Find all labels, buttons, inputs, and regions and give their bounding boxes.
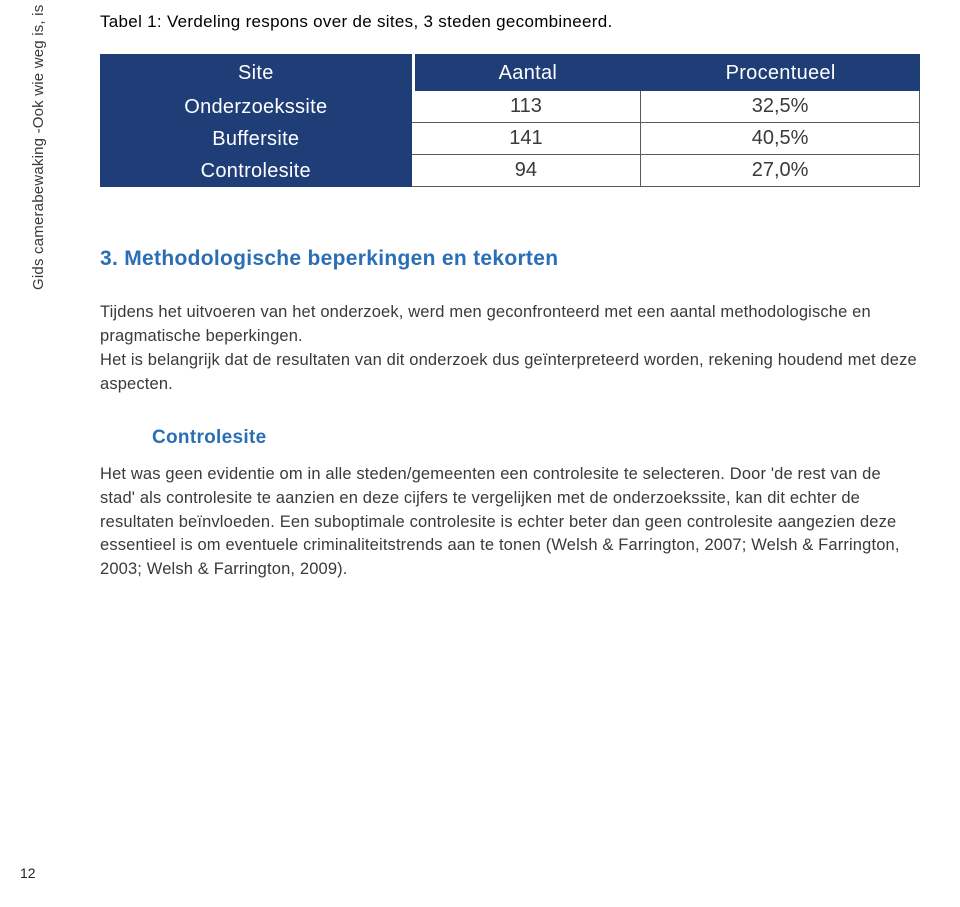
cell-aantal: 113 [412,91,642,123]
cell-site: Onderzoekssite [100,91,412,123]
paragraph: Het was geen evidentie om in alle steden… [100,463,920,583]
col-header-procentueel: Procentueel [641,54,920,91]
content-area: Tabel 1: Verdeling respons over de sites… [100,12,920,610]
cell-pct: 27,0% [641,155,920,187]
cell-pct: 40,5% [641,123,920,155]
cell-aantal: 94 [412,155,642,187]
table-caption: Tabel 1: Verdeling respons over de sites… [100,12,920,32]
col-header-site: Site [100,54,412,91]
section-heading: 3. Methodologische beperkingen en tekort… [100,247,920,271]
para2-text: Het is belangrijk dat de resultaten van … [100,351,917,393]
col-header-aantal: Aantal [412,54,642,91]
cell-pct: 32,5% [641,91,920,123]
cell-site: Controlesite [100,155,412,187]
cell-aantal: 141 [412,123,642,155]
cell-site: Buffersite [100,123,412,155]
vertical-side-label: Gids camerabewaking -Ook wie weg is, is … [30,30,50,330]
table-row: Onderzoekssite 113 32,5% [100,91,920,123]
para1-text: Tijdens het uitvoeren van het onderzoek,… [100,303,871,345]
table-row: Buffersite 141 40,5% [100,123,920,155]
table-row: Controlesite 94 27,0% [100,155,920,187]
data-table: Site Aantal Procentueel Onderzoekssite 1… [100,54,920,187]
paragraph: Tijdens het uitvoeren van het onderzoek,… [100,301,920,397]
subsection-heading: Controlesite [152,427,920,449]
page-number: 12 [20,865,36,881]
table-header-row: Site Aantal Procentueel [100,54,920,91]
page: Gids camerabewaking -Ook wie weg is, is … [0,0,960,907]
side-label-text: Gids camerabewaking -Ook wie weg is, is … [30,270,47,290]
